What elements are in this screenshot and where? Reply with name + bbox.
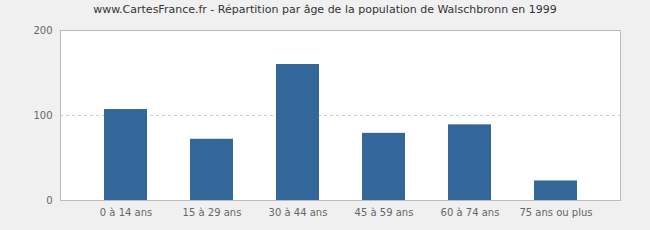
svg-text:75 ans ou plus: 75 ans ou plus bbox=[519, 207, 592, 218]
html-text:www.CartesFrance.fr - Répartit: www.CartesFrance.fr - Répartition par âg… bbox=[93, 3, 557, 16]
svg-text:100: 100 bbox=[33, 110, 52, 121]
svg-text:45 à 59 ans: 45 à 59 ans bbox=[355, 207, 414, 218]
svg-text:200: 200 bbox=[33, 25, 52, 36]
svg-text:30 à 44 ans: 30 à 44 ans bbox=[269, 207, 328, 218]
svg-text:60 à 74 ans: 60 à 74 ans bbox=[441, 207, 500, 218]
svg-text:15 à 29 ans: 15 à 29 ans bbox=[183, 207, 242, 218]
svg-text:0 à 14 ans: 0 à 14 ans bbox=[100, 207, 152, 218]
svg-text:0: 0 bbox=[46, 195, 52, 206]
